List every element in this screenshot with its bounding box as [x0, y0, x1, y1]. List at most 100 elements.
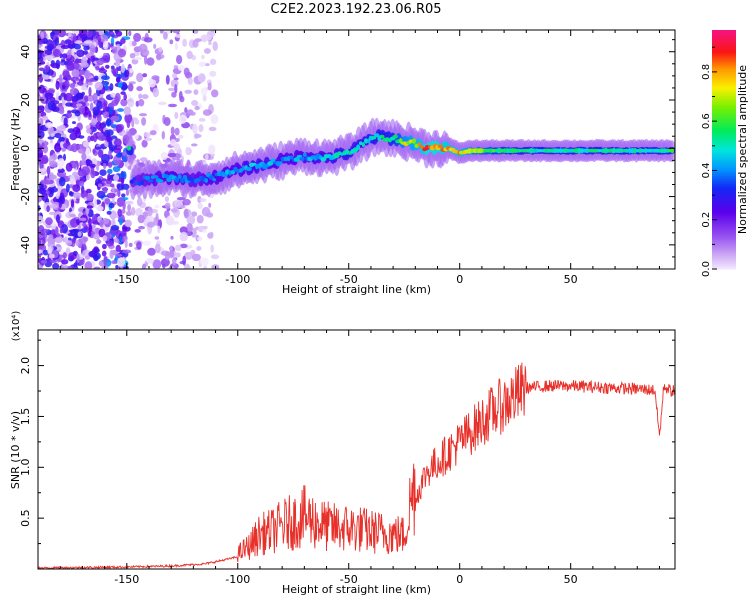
- noise-blob: [95, 121, 102, 130]
- ridge-core: [126, 146, 132, 151]
- ridge-core: [177, 174, 182, 180]
- noise-blob: [201, 54, 205, 60]
- noise-blob: [91, 117, 97, 126]
- noise-blob: [102, 217, 110, 225]
- colorbar-cell: [712, 115, 736, 119]
- colorbar-cell: [712, 30, 736, 33]
- noise-blob: [75, 76, 79, 81]
- noise-blob: [169, 39, 174, 45]
- colorbar-cell: [712, 31, 736, 35]
- noise-blob: [77, 148, 86, 154]
- noise-blob: [168, 87, 176, 92]
- noise-blob: [38, 237, 42, 247]
- noise-blob: [182, 255, 187, 266]
- noise-blob: [117, 189, 121, 198]
- noise-blob: [95, 205, 104, 212]
- noise-blob: [133, 32, 142, 42]
- colorbar-cell: [712, 157, 736, 161]
- noise-blob: [73, 192, 82, 199]
- noise-blob: [170, 221, 180, 225]
- noise-blob: [38, 205, 41, 212]
- noise-blob: [38, 248, 42, 255]
- noise-blob: [176, 54, 183, 65]
- noise-blob: [102, 40, 109, 50]
- noise-blob: [198, 61, 207, 67]
- heatmap-x-axis-label: Height of straight line (km): [282, 283, 431, 296]
- noise-blob: [110, 183, 115, 188]
- noise-blob: [75, 239, 80, 247]
- noise-blob: [83, 45, 90, 51]
- ridge-core: [603, 147, 609, 154]
- colorbar-cell: [712, 145, 736, 149]
- colorbar-cell: [712, 243, 736, 246]
- noise-blob: [105, 118, 112, 127]
- noise-blob: [67, 266, 73, 269]
- noise-blob: [210, 254, 220, 260]
- noise-blob: [114, 92, 121, 103]
- ridge-core: [373, 133, 380, 138]
- colorbar-cell: [712, 185, 736, 188]
- ridge-core: [337, 151, 342, 156]
- noise-blob: [95, 66, 100, 71]
- noise-blob: [164, 202, 171, 209]
- noise-blob: [174, 42, 178, 51]
- noise-blob: [106, 210, 112, 215]
- ridge-core: [299, 156, 305, 161]
- noise-blob: [202, 95, 207, 102]
- noise-blob: [99, 219, 104, 228]
- colorbar-cell: [712, 241, 736, 244]
- noise-blob: [104, 140, 109, 148]
- noise-blob: [61, 53, 68, 59]
- noise-blob: [96, 190, 106, 199]
- noise-blob: [71, 238, 76, 244]
- noise-blob: [141, 94, 149, 100]
- colorbar-cell: [712, 59, 736, 63]
- noise-blob: [106, 192, 116, 199]
- noise-blob: [107, 168, 113, 175]
- colorbar-cell: [712, 141, 736, 145]
- noise-blob: [69, 174, 76, 185]
- noise-blob: [83, 40, 93, 44]
- noise-blob: [120, 64, 125, 73]
- noise-blob: [85, 147, 91, 158]
- noise-blob: [117, 173, 126, 179]
- noise-blob: [120, 38, 126, 44]
- noise-blob: [65, 162, 73, 172]
- noise-blob: [112, 68, 119, 76]
- ridge-core: [361, 142, 365, 148]
- noise-blob: [49, 259, 58, 264]
- heatmap-y-tick-label: 20: [19, 93, 32, 107]
- ridge-core: [174, 177, 180, 183]
- ridge-core: [302, 152, 307, 157]
- noise-blob: [121, 84, 129, 90]
- colorbar-cell: [712, 57, 736, 61]
- noise-blob: [151, 75, 160, 81]
- noise-blob: [117, 108, 124, 112]
- colorbar-cell: [712, 205, 736, 208]
- ridge-core: [182, 174, 188, 180]
- noise-blob: [38, 118, 41, 123]
- noise-blob: [205, 63, 210, 67]
- colorbar-tick-label: 0.4: [701, 162, 712, 178]
- noise-blob: [182, 198, 191, 206]
- noise-blob: [45, 122, 53, 129]
- noise-blob: [194, 133, 202, 138]
- noise-blob: [125, 188, 130, 196]
- ridge-core: [628, 147, 632, 154]
- noise-blob: [191, 100, 199, 106]
- colorbar-cell: [712, 227, 736, 230]
- ridge-core: [204, 178, 209, 183]
- noise-blob: [202, 109, 212, 116]
- heatmap-cells: [38, 30, 675, 269]
- noise-blob: [124, 239, 128, 249]
- noise-blob: [84, 255, 91, 260]
- noise-blob: [141, 117, 147, 126]
- noise-blob: [208, 41, 212, 46]
- noise-blob: [79, 30, 88, 37]
- noise-blob: [184, 107, 188, 114]
- ridge-core: [622, 148, 627, 153]
- ridge-core: [633, 147, 637, 154]
- noise-blob: [92, 132, 98, 143]
- snr-y-tick-label: 2.0: [19, 357, 32, 375]
- noise-blob: [124, 69, 130, 78]
